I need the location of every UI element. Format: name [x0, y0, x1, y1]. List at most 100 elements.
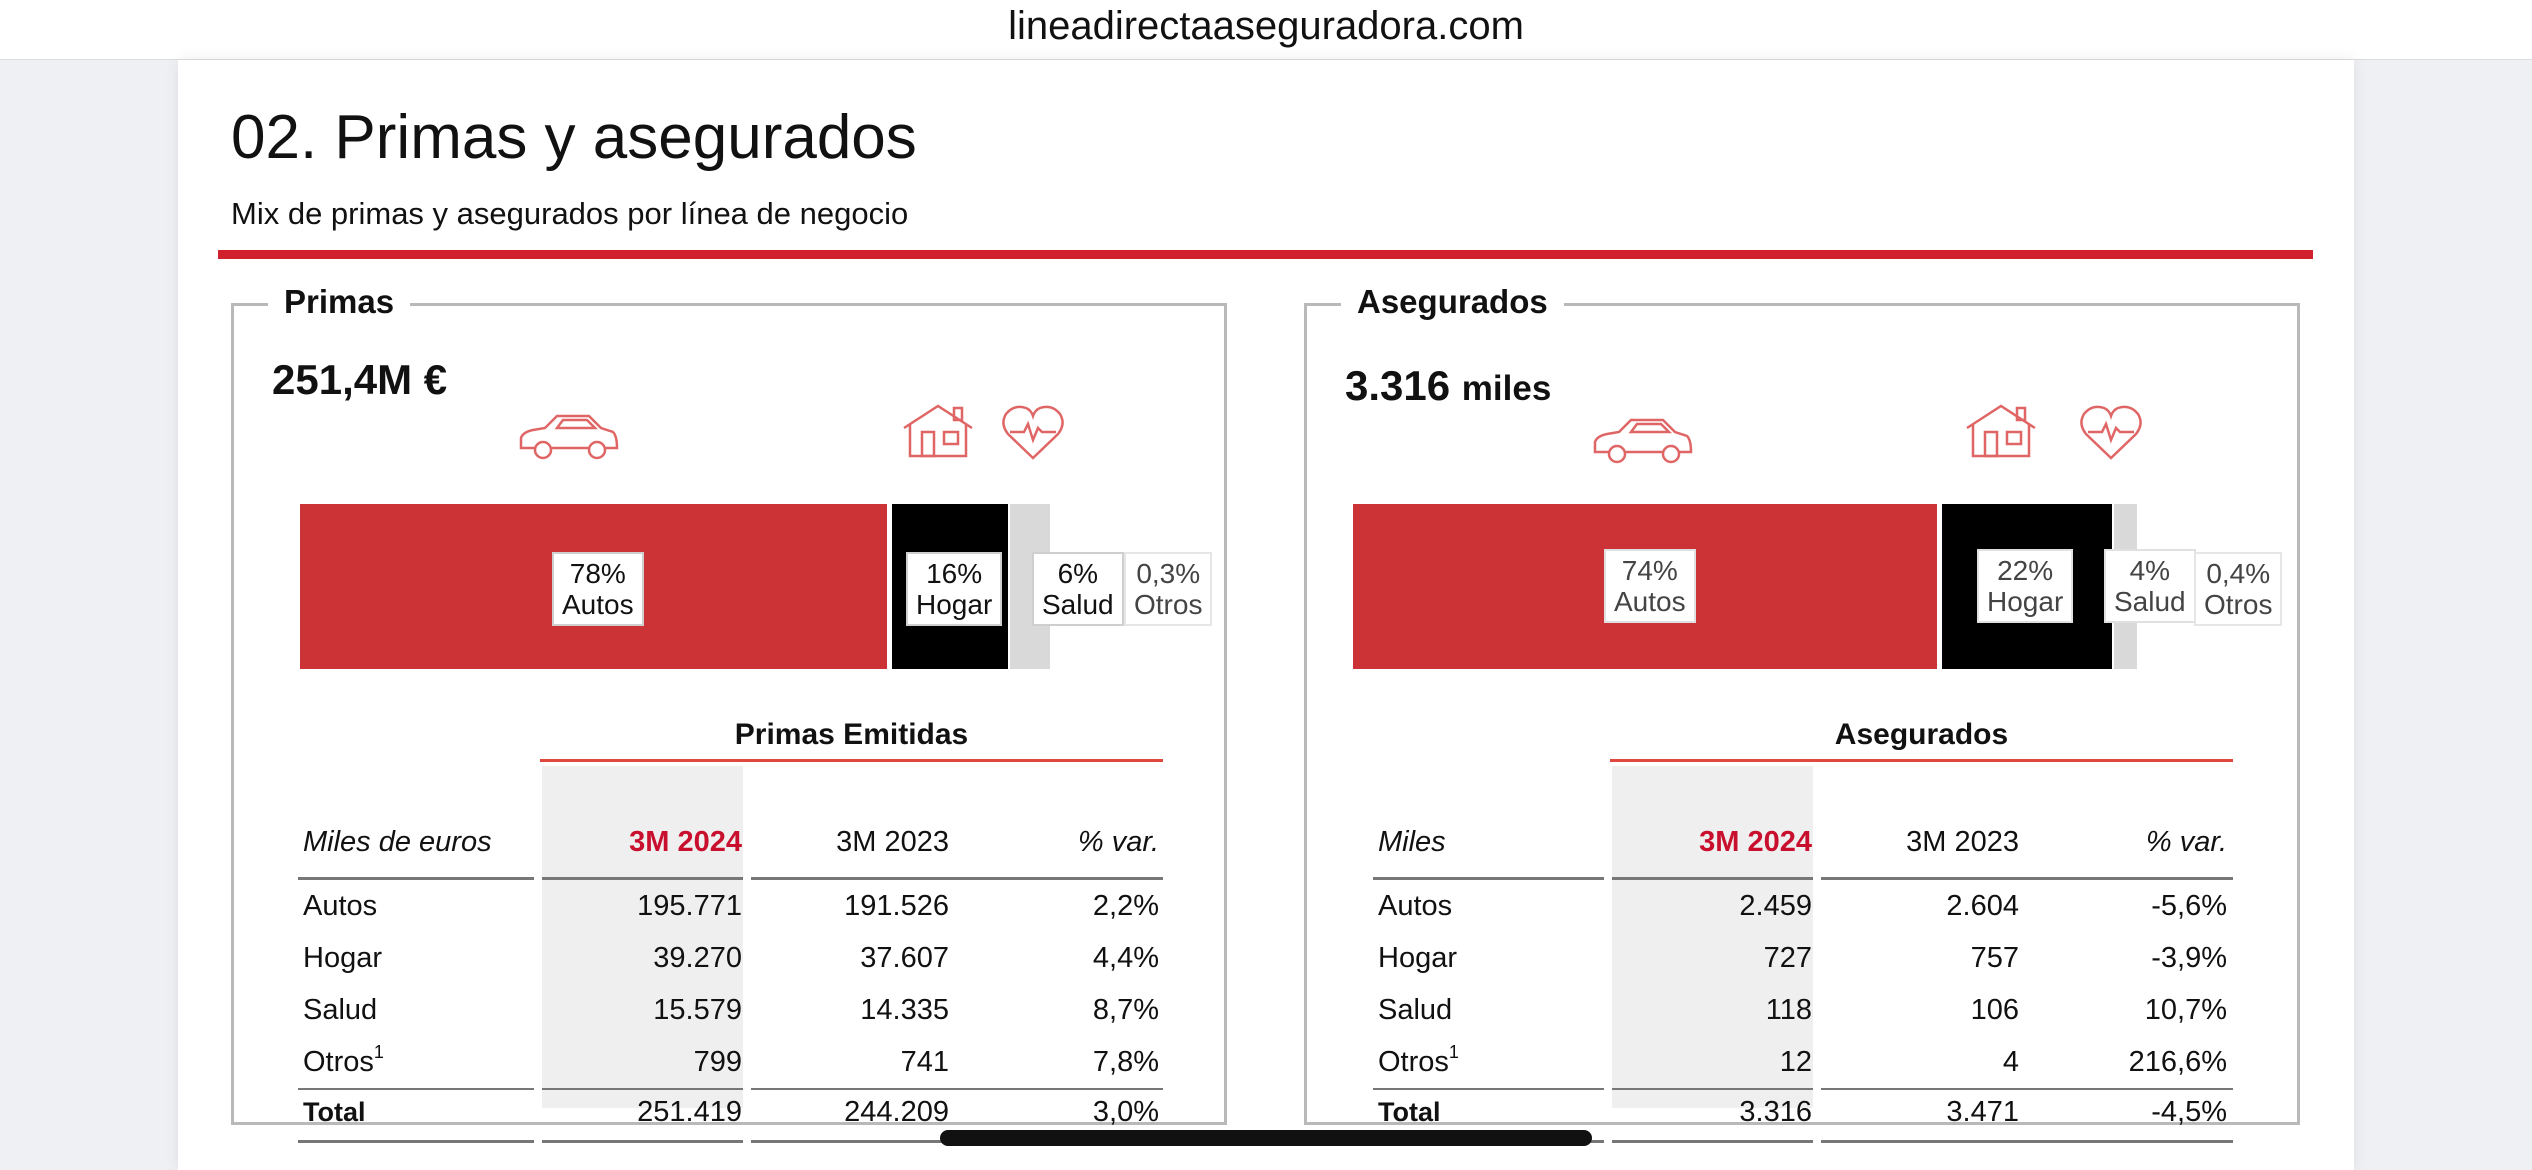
primas-col-2024: 3M 2024: [629, 826, 742, 858]
asegurados-total-2023: 3.471: [1946, 1096, 2019, 1128]
primas-row-autos-2024: 195.771: [637, 890, 742, 922]
primas-row-hogar-2023: 37.607: [860, 942, 949, 974]
primas-row-otros-2023: 741: [900, 1046, 949, 1078]
page-subtitle: Mix de primas y asegurados por línea de …: [231, 196, 909, 231]
primas-row-salud-2024: 15.579: [653, 994, 742, 1026]
asegurados-total-rule-1: [1373, 1088, 1604, 1090]
primas-col-unit: Miles de euros: [303, 826, 492, 858]
primas-total-2024: 251.419: [637, 1096, 742, 1128]
asegurados-row-hogar-var: -3,9%: [2151, 942, 2227, 974]
heart-pulse-icon: [2080, 405, 2142, 460]
primas-row-hogar-name: Hogar: [303, 942, 382, 974]
primas-row-hogar-2024: 39.270: [653, 942, 742, 974]
primas-total-2023: 244.209: [844, 1096, 949, 1128]
asegurados-header-rule-3: [1821, 877, 2233, 880]
asegurados-current-column-shade: [1612, 766, 1813, 1108]
primas-row-otros-var: 7,8%: [1092, 1046, 1159, 1078]
asegurados-col-2024: 3M 2024: [1699, 826, 1812, 858]
asegurados-total-rule-3: [1821, 1088, 2233, 1090]
house-icon: [903, 404, 973, 458]
asegurados-col-unit: Miles: [1378, 826, 1446, 858]
asegurados-row-autos-2023: 2.604: [1946, 890, 2019, 922]
primas-total-rule-2: [542, 1088, 743, 1090]
browser-address-bar[interactable]: lineadirectaaseguradora.com: [0, 0, 2532, 60]
url-text[interactable]: lineadirectaaseguradora.com: [1008, 4, 1524, 48]
asegurados-total-name: Total: [1378, 1097, 1441, 1127]
primas-label-hogar: 16% Hogar: [906, 552, 1003, 626]
primas-header-rule-1: [298, 877, 534, 880]
heart-pulse-icon: [1002, 405, 1064, 460]
page-title: 02. Primas y asegurados: [231, 103, 917, 172]
footnote-marker: 1: [373, 1042, 384, 1062]
asegurados-row-otros-2024: 12: [1779, 1046, 1812, 1078]
primas-row-otros-2024: 799: [693, 1046, 742, 1078]
asegurados-total-rule-2: [1612, 1088, 1813, 1090]
asegurados-label-autos: 74% Autos: [1604, 549, 1696, 623]
asegurados-row-salud-2024: 118: [1765, 994, 1812, 1026]
house-icon: [1966, 404, 2036, 458]
asegurados-col-var: % var.: [2145, 826, 2227, 858]
primas-label-salud: 6% Salud: [1032, 552, 1124, 626]
car-icon: [519, 414, 619, 460]
primas-bottom-rule-1: [298, 1140, 534, 1143]
asegurados-row-hogar-2023: 757: [1970, 942, 2019, 974]
primas-row-hogar-var: 4,4%: [1092, 942, 1159, 974]
asegurados-row-salud-name: Salud: [1378, 994, 1453, 1026]
asegurados-total: 3.316 miles: [1345, 362, 1552, 409]
title-divider: [218, 250, 2313, 259]
primas-total-rule-3: [751, 1088, 1163, 1090]
primas-col-var: % var.: [1077, 826, 1159, 858]
asegurados-row-salud-var: 10,7%: [2144, 994, 2227, 1026]
primas-table-group-header: Primas Emitidas: [734, 718, 969, 751]
asegurados-row-salud-2023: 106: [1970, 994, 2019, 1026]
primas-legend: Primas: [268, 283, 411, 321]
report-page: 02. Primas y asegurados Mix de primas y …: [178, 60, 2354, 1170]
primas-row-otros-name: Otros1: [303, 1042, 384, 1078]
home-indicator[interactable]: [940, 1130, 1592, 1146]
asegurados-bottom-rule-2: [1612, 1140, 1813, 1143]
primas-label-autos: 78% Autos: [552, 552, 644, 626]
asegurados-row-autos-2024: 2.459: [1739, 890, 1812, 922]
asegurados-panel: Asegurados 3.316 miles 74% Autos 22% Hogar…: [1304, 283, 2300, 1143]
primas-panel: Primas 251,4M € 78% Autos 16% Hogar 6% Salu…: [231, 283, 1227, 1143]
primas-col-2023: 3M 2023: [836, 826, 949, 858]
footnote-marker: 1: [1448, 1042, 1459, 1062]
car-icon: [1593, 418, 1693, 464]
primas-header-rule-2: [542, 877, 743, 880]
primas-row-autos-2023: 191.526: [844, 890, 949, 922]
asegurados-header-rule-2: [1612, 877, 1813, 880]
primas-table-header-line: [540, 759, 1163, 762]
asegurados-legend: Asegurados: [1341, 283, 1564, 321]
primas-row-salud-var: 8,7%: [1092, 994, 1159, 1026]
primas-row-salud-2023: 14.335: [860, 994, 949, 1026]
primas-row-autos-var: 2,2%: [1092, 890, 1159, 922]
asegurados-bottom-rule-3: [1821, 1140, 2233, 1143]
asegurados-table-header-line: [1610, 759, 2233, 762]
asegurados-row-otros-var: 216,6%: [2128, 1046, 2227, 1078]
asegurados-label-hogar: 22% Hogar: [1977, 549, 2074, 623]
asegurados-row-autos-var: -5,6%: [2151, 890, 2227, 922]
asegurados-row-autos-name: Autos: [1378, 890, 1453, 922]
primas-total-name: Total: [303, 1097, 366, 1127]
asegurados-row-hogar-2024: 727: [1763, 942, 1812, 974]
asegurados-row-otros-2023: 4: [2002, 1046, 2019, 1078]
asegurados-header-rule-1: [1373, 877, 1604, 880]
asegurados-total-2024: 3.316: [1739, 1096, 1812, 1128]
primas-row-salud-name: Salud: [303, 994, 378, 1026]
asegurados-total-var: -4,5%: [2151, 1096, 2227, 1128]
primas-mix-bar: 78% Autos 16% Hogar 6% Salud 0,3% Otros: [234, 504, 1224, 669]
primas-row-autos-name: Autos: [303, 890, 378, 922]
primas-total-rule-1: [298, 1088, 534, 1090]
asegurados-label-salud: 4% Salud: [2104, 549, 2196, 623]
primas-label-otros: 0,3% Otros: [1124, 552, 1213, 626]
asegurados-row-hogar-name: Hogar: [1378, 942, 1457, 974]
asegurados-label-otros: 0,4% Otros: [2194, 552, 2283, 626]
asegurados-col-2023: 3M 2023: [1906, 826, 2019, 858]
primas-total-var: 3,0%: [1092, 1096, 1159, 1128]
asegurados-mix-bar: 74% Autos 22% Hogar 4% Salud 0,4% Otros: [1307, 504, 2297, 669]
asegurados-row-otros-name: Otros1: [1378, 1042, 1459, 1078]
primas-total: 251,4M €: [272, 356, 448, 403]
primas-header-rule-3: [751, 877, 1163, 880]
primas-bottom-rule-2: [542, 1140, 743, 1143]
primas-current-column-shade: [542, 766, 743, 1108]
